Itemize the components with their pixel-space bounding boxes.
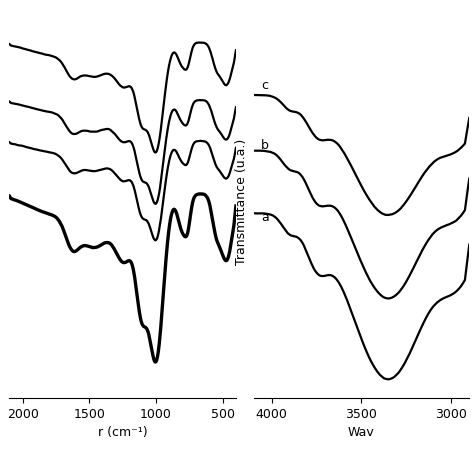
Text: b: b bbox=[261, 139, 269, 152]
Text: c: c bbox=[261, 79, 268, 91]
Y-axis label: Transmittance (u.a.): Transmittance (u.a.) bbox=[235, 138, 248, 264]
X-axis label: r (cm⁻¹): r (cm⁻¹) bbox=[98, 427, 147, 439]
Text: a: a bbox=[261, 211, 269, 224]
X-axis label: Wav: Wav bbox=[348, 427, 375, 439]
